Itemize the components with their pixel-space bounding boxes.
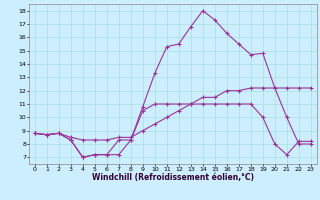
X-axis label: Windchill (Refroidissement éolien,°C): Windchill (Refroidissement éolien,°C) [92,173,254,182]
